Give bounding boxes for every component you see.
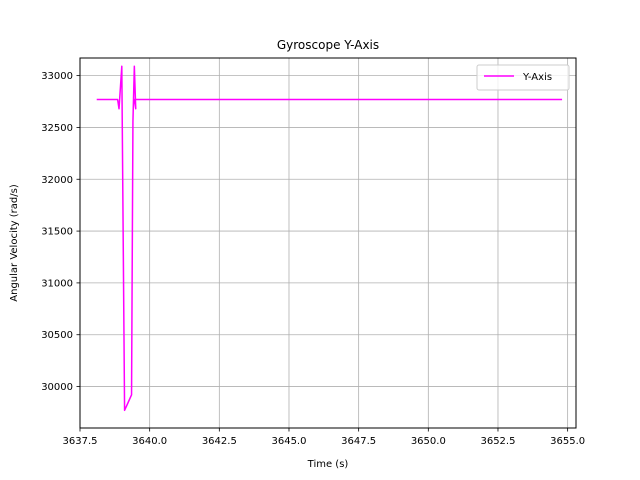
chart-title: Gyroscope Y-Axis xyxy=(277,38,379,52)
plot-frame xyxy=(79,57,577,429)
y-tick-label: 31000 xyxy=(41,278,73,289)
y-tick-label: 32000 xyxy=(41,175,73,186)
y-tick-label: 30000 xyxy=(41,382,73,393)
y-axis: 30000 30500 31000 31500 32000 32500 33000 xyxy=(41,71,80,393)
x-axis-label: Time (s) xyxy=(307,459,349,470)
y-tick-label: 32500 xyxy=(41,123,73,134)
legend-box xyxy=(476,64,570,91)
y-tick-label: 33000 xyxy=(41,71,73,82)
x-tick-label: 3647.5 xyxy=(341,436,376,447)
grid xyxy=(79,58,576,428)
x-tick-label: 3650.0 xyxy=(411,436,446,447)
x-tick-label: 3645.0 xyxy=(271,436,306,447)
y-axis-label: Angular Velocity (rad/s) xyxy=(9,184,20,302)
y-tick-label: 31500 xyxy=(41,227,73,238)
series-line-y-axis xyxy=(96,65,563,412)
x-tick-label: 3640.0 xyxy=(132,436,167,447)
legend-label: Y-Axis xyxy=(522,72,552,83)
x-tick-label: 3655.0 xyxy=(550,436,585,447)
x-axis: 3637.5 3640.0 3642.5 3645.0 3647.5 3650.0 3652… xyxy=(63,428,585,447)
x-tick-label: 3637.5 xyxy=(63,436,98,447)
x-tick-label: 3642.5 xyxy=(202,436,237,447)
x-tick-label: 3652.5 xyxy=(480,436,515,447)
legend: Y-Axis xyxy=(476,64,570,91)
series-layer xyxy=(96,65,563,412)
y-tick-label: 30500 xyxy=(41,330,73,341)
